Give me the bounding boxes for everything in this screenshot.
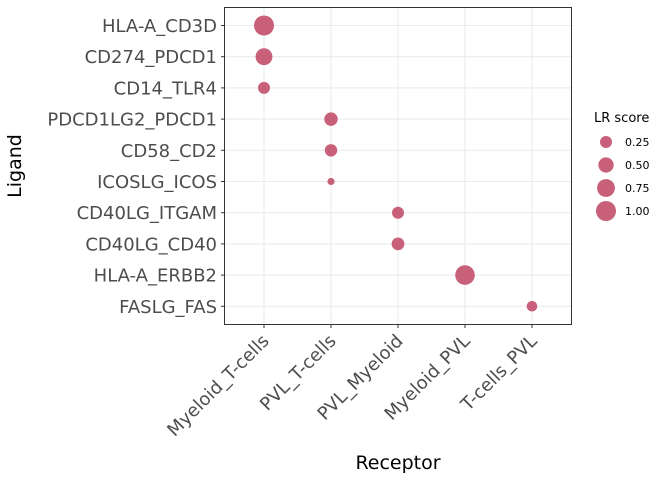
y-tick-label: FASLG_FAS	[119, 297, 217, 318]
legend: LR score 0.25 0.50 0.75 1.00	[594, 111, 650, 221]
grid-lines	[225, 8, 571, 324]
data-point	[324, 144, 338, 157]
y-tick-label: CD40LG_ITGAM	[77, 203, 217, 224]
legend-title: LR score	[594, 111, 649, 126]
data-point	[392, 206, 404, 219]
y-axis: HLA-A_CD3D CD274_PDCD1 CD14_TLR4 PDCD1LG2_P…	[47, 16, 225, 318]
legend-label: 1.00	[625, 205, 650, 218]
y-axis-title: Ligand	[4, 134, 26, 198]
y-tick-label: HLA-A_ERBB2	[94, 266, 217, 287]
legend-label: 0.25	[625, 136, 650, 149]
data-point	[254, 15, 274, 36]
legend-label: 0.50	[625, 159, 650, 172]
data-point	[324, 112, 338, 126]
legend-key	[596, 201, 616, 221]
data-points	[254, 15, 538, 312]
data-point	[526, 301, 538, 312]
y-tick-label: CD40LG_CD40	[85, 234, 217, 255]
x-tick-label: Myeloid_T-cells	[163, 331, 273, 441]
x-axis-title: Receptor	[355, 452, 440, 474]
data-point	[327, 177, 335, 186]
legend-key	[598, 157, 614, 173]
data-point	[391, 237, 405, 251]
data-point	[255, 48, 273, 66]
legend-key	[597, 179, 615, 197]
y-tick-label: CD274_PDCD1	[85, 47, 217, 68]
y-tick-label: CD14_TLR4	[114, 78, 217, 99]
y-tick-label: PDCD1LG2_PDCD1	[47, 110, 217, 131]
data-point	[258, 81, 270, 94]
y-tick-label: CD58_CD2	[121, 141, 217, 162]
y-tick-label: HLA-A_CD3D	[102, 16, 217, 37]
y-tick-label: ICOSLG_ICOS	[97, 172, 217, 193]
legend-key	[600, 136, 612, 148]
x-axis: Myeloid_T-cellsPVL_T-cellsPVL_MyeloidMye…	[163, 324, 542, 441]
data-point	[455, 265, 475, 285]
legend-label: 0.75	[625, 182, 650, 195]
